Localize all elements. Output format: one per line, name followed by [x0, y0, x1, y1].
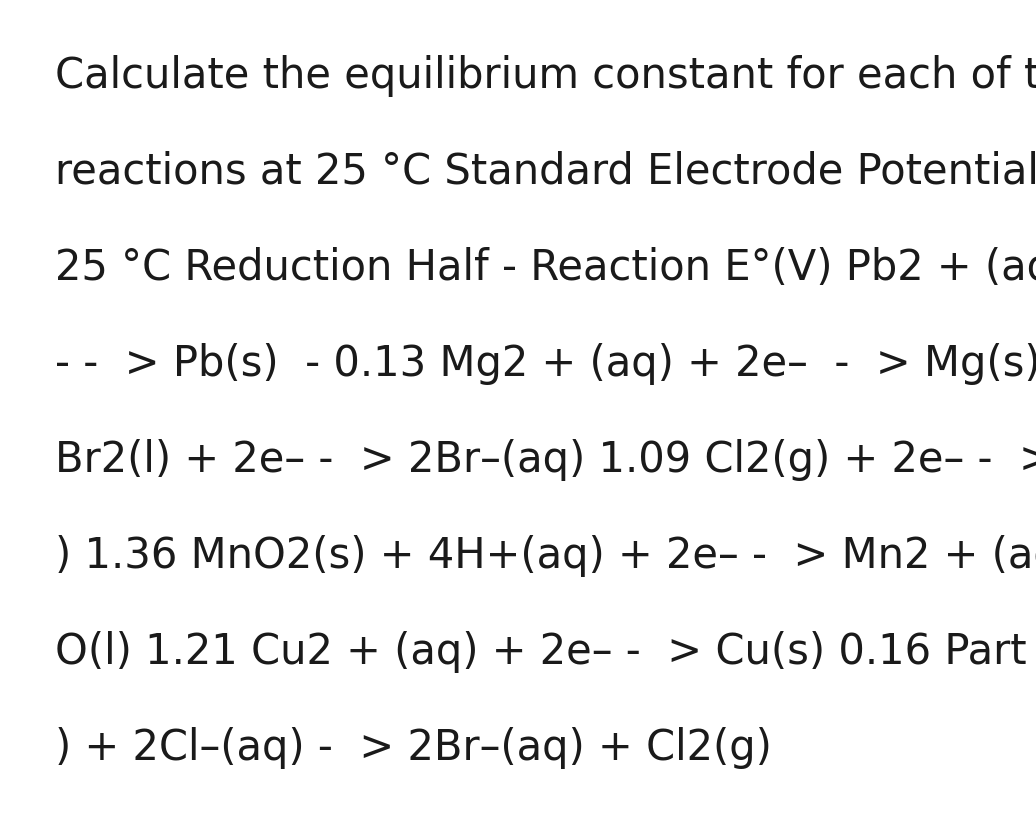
Text: - -  > Pb(s)  - 0.13 Mg2 + (aq) + 2e–  -  > Mg(s)  - 2.37: - - > Pb(s) - 0.13 Mg2 + (aq) + 2e– - > … — [55, 343, 1036, 385]
Text: 25 °C Reduction Half - Reaction E°(V) Pb2 + (aq) + 2e: 25 °C Reduction Half - Reaction E°(V) Pb… — [55, 247, 1036, 288]
Text: ) 1.36 MnO2(s) + 4H+(aq) + 2e– -  > Mn2 + (aq) + 2H2: ) 1.36 MnO2(s) + 4H+(aq) + 2e– - > Mn2 +… — [55, 534, 1036, 576]
Text: O(l) 1.21 Cu2 + (aq) + 2e– -  > Cu(s) 0.16 Part B Br2(l: O(l) 1.21 Cu2 + (aq) + 2e– - > Cu(s) 0.1… — [55, 630, 1036, 672]
Text: Br2(l) + 2e– -  > 2Br–(aq) 1.09 Cl2(g) + 2e– -  > 2Cl–(aq: Br2(l) + 2e– - > 2Br–(aq) 1.09 Cl2(g) + … — [55, 438, 1036, 481]
Text: reactions at 25 °C Standard Electrode Potentials at: reactions at 25 °C Standard Electrode Po… — [55, 150, 1036, 193]
Text: Calculate the equilibrium constant for each of the: Calculate the equilibrium constant for e… — [55, 55, 1036, 97]
Text: ) + 2Cl–(aq) -  > 2Br–(aq) + Cl2(g): ) + 2Cl–(aq) - > 2Br–(aq) + Cl2(g) — [55, 726, 772, 768]
